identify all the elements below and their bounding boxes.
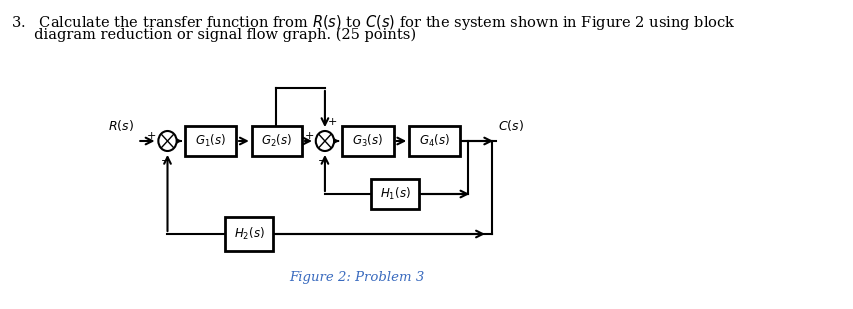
Bar [225,217,272,251]
Text: $-$: $-$ [316,154,327,164]
Text: +: + [147,131,156,141]
Text: $C(s)$: $C(s)$ [497,118,523,133]
Bar [370,179,419,209]
Text: $-$: $-$ [160,154,170,164]
Bar [409,126,460,156]
Text: $H_1(s)$: $H_1(s)$ [379,186,409,202]
Text: $G_3(s)$: $G_3(s)$ [352,133,383,149]
Text: Figure 2: Problem 3: Figure 2: Problem 3 [289,270,424,283]
Text: $R(s)$: $R(s)$ [107,118,133,133]
Text: diagram reduction or signal flow graph. (25 points): diagram reduction or signal flow graph. … [11,28,415,42]
Text: +: + [305,131,314,141]
Circle shape [158,131,177,151]
Text: $G_1(s)$: $G_1(s)$ [194,133,226,149]
Text: $G_4(s)$: $G_4(s)$ [419,133,450,149]
Text: +: + [328,117,337,127]
Text: $H_2(s)$: $H_2(s)$ [234,226,264,242]
Bar [342,126,393,156]
Circle shape [316,131,334,151]
Bar [184,126,236,156]
Bar [252,126,302,156]
Text: $G_2(s)$: $G_2(s)$ [261,133,292,149]
Text: 3.   Calculate the transfer function from $R(s)$ to $C(s)$ for the system shown : 3. Calculate the transfer function from … [11,13,735,32]
